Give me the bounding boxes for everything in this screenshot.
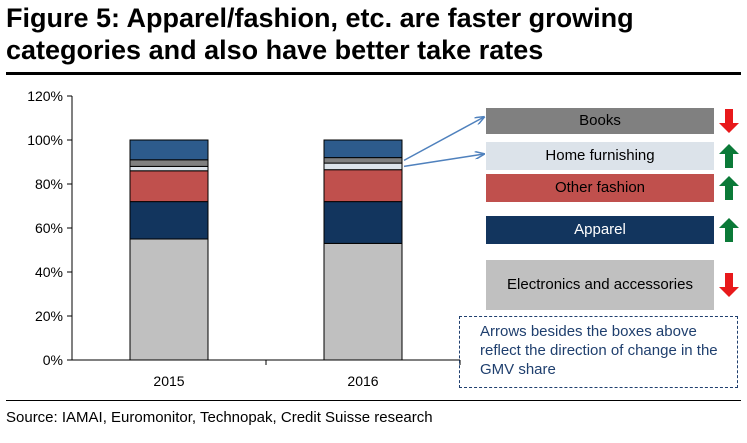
bar-segment-other-fashion [129, 170, 209, 203]
arrow-up-icon [719, 144, 739, 168]
x-tick-label: 2016 [347, 373, 378, 389]
bar-segment-home-furnishing [323, 162, 403, 171]
bar-segment-apparel [129, 201, 209, 240]
bar-segment-books [323, 157, 403, 164]
arrow-up-icon [719, 218, 739, 242]
legend-label: Home furnishing [545, 147, 655, 164]
legend-label: Books [579, 112, 621, 129]
y-tick-label: 40% [35, 264, 63, 280]
bar-segment-other-fashion [323, 169, 403, 203]
footer-divider [6, 400, 741, 401]
legend-box-books: Books [486, 108, 714, 134]
bar-segment-home-furnishing [129, 165, 209, 172]
bar-segment-others [129, 139, 209, 161]
y-tick-label: 80% [35, 176, 63, 192]
bar-segment-apparel [323, 201, 403, 244]
legend-box-apparel: Apparel [486, 216, 714, 244]
arrow-down-icon [719, 109, 739, 133]
chart-title: Figure 5: Apparel/fashion, etc. are fast… [6, 2, 741, 66]
stacked-bar-chart: 0% 20% 40% 60% 80% 100% 120% 2015 2016 [27, 88, 747, 389]
arrow-down-icon [719, 273, 739, 297]
callout-arrow-books [403, 117, 484, 162]
arrow-explanation-note: Arrows besides the boxes above reflect t… [459, 316, 738, 388]
arrow-up-icon [719, 176, 739, 200]
legend-box-home-furnishing: Home furnishing [486, 142, 714, 170]
bar-segment-books [129, 159, 209, 167]
legend-box-other-fashion: Other fashion [486, 174, 714, 202]
chart-bars [129, 139, 403, 361]
bar-segment-others [323, 139, 403, 159]
y-tick-label: 120% [27, 88, 63, 104]
callout-arrows [403, 117, 484, 168]
legend-box-electronics: Electronics and accessories [486, 260, 714, 310]
y-tick-label: 20% [35, 308, 63, 324]
y-tick-label: 60% [35, 220, 63, 236]
chart-title-line-2: categories and also have better take rat… [6, 35, 544, 65]
bar-segment-electronics [323, 242, 403, 361]
bar-segment-electronics [129, 238, 209, 361]
title-divider [6, 72, 741, 75]
legend-label: Apparel [574, 221, 626, 238]
source-note: Source: IAMAI, Euromonitor, Technopak, C… [6, 409, 433, 426]
chart-title-line-1: Figure 5: Apparel/fashion, etc. are fast… [6, 3, 634, 33]
legend-label: Other fashion [554, 179, 646, 196]
callout-arrow-home-furnishing [403, 154, 484, 168]
y-tick-label: 100% [27, 132, 63, 148]
y-tick-label: 0% [43, 352, 63, 368]
x-tick-label: 2015 [153, 373, 184, 389]
chart-axes: 0% 20% 40% 60% 80% 100% 120% 2015 2016 [27, 88, 461, 389]
legend-label: Electronics and accessories [507, 276, 693, 293]
